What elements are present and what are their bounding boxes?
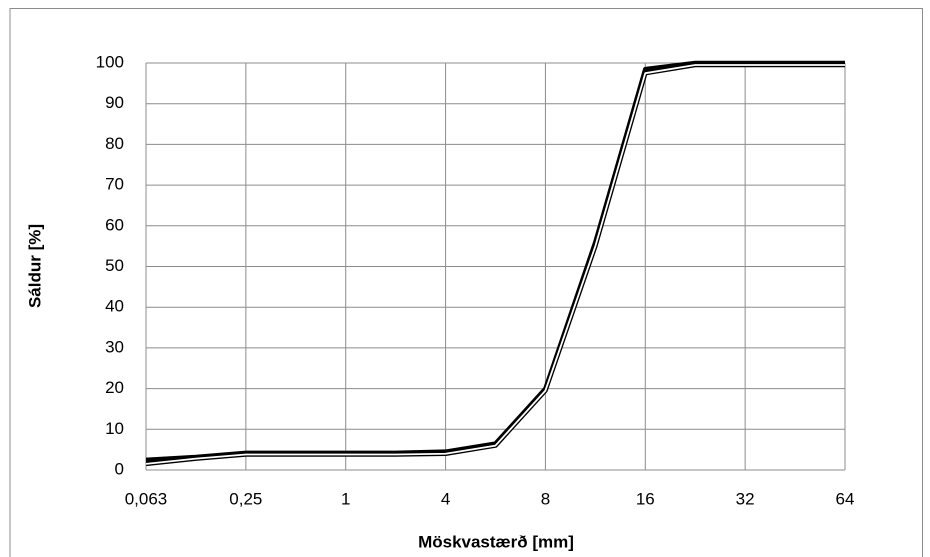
x-tick-label: 0,063 bbox=[125, 489, 168, 508]
x-tick-label: 16 bbox=[636, 489, 655, 508]
x-tick-label: 4 bbox=[441, 489, 450, 508]
y-axis-title: Sáldur [%] bbox=[25, 224, 44, 308]
x-tick-label: 8 bbox=[541, 489, 550, 508]
y-tick-label: 10 bbox=[105, 419, 124, 438]
y-tick-label: 40 bbox=[105, 297, 124, 316]
y-tick-label: 60 bbox=[105, 215, 124, 234]
y-tick-label: 100 bbox=[96, 52, 124, 71]
y-tick-label: 80 bbox=[105, 134, 124, 153]
x-axis-title: Möskvastærð [mm] bbox=[418, 532, 574, 551]
x-tick-label: 0,25 bbox=[229, 489, 262, 508]
y-tick-label: 70 bbox=[105, 175, 124, 194]
y-tick-label: 0 bbox=[115, 459, 124, 478]
chart-border bbox=[9, 8, 923, 557]
x-tick-label: 32 bbox=[736, 489, 755, 508]
y-tick-label: 90 bbox=[105, 93, 124, 112]
y-tick-label: 30 bbox=[105, 337, 124, 356]
y-tick-label: 20 bbox=[105, 378, 124, 397]
x-tick-label: 1 bbox=[341, 489, 350, 508]
series-line bbox=[145, 64, 845, 465]
y-tick-label: 50 bbox=[105, 256, 124, 275]
x-tick-label: 64 bbox=[836, 489, 855, 508]
series-line bbox=[145, 60, 845, 463]
series-line-outline bbox=[145, 62, 845, 467]
